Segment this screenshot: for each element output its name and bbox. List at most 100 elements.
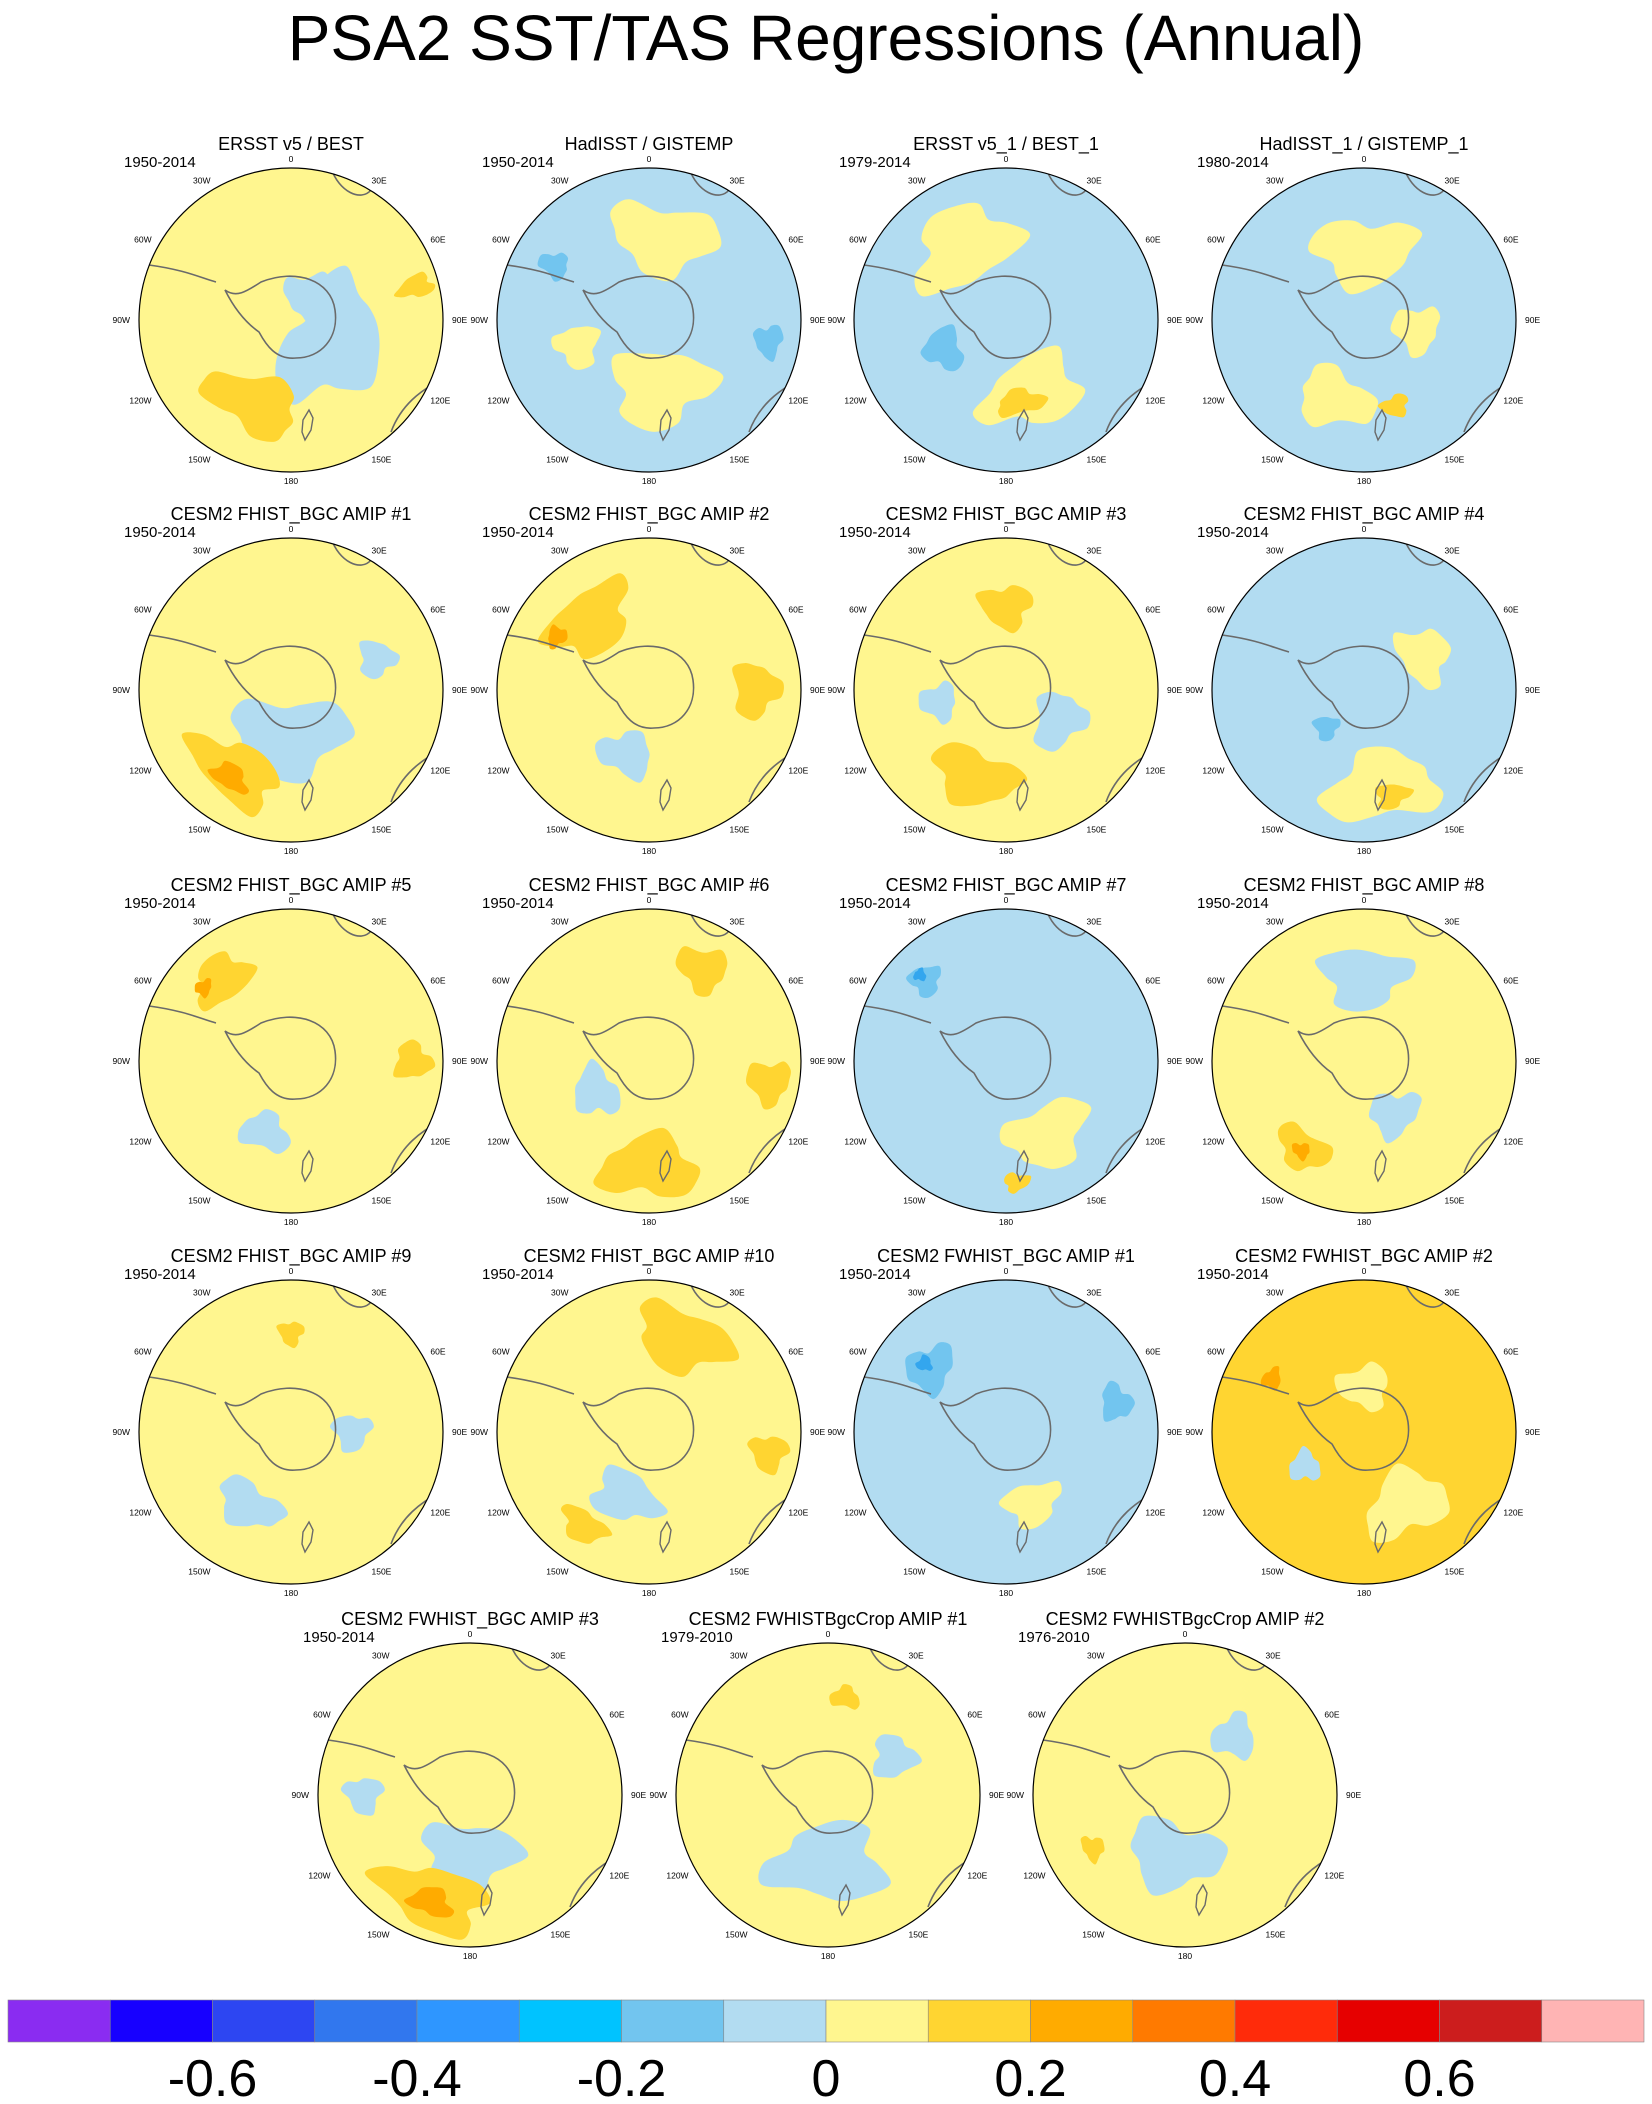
map-boundary <box>853 1279 1159 1585</box>
south-america-coastline <box>148 634 217 653</box>
map-panel: HadISST / GISTEMP 1950-2014 0 30E 60E 90E 120E… <box>471 134 826 486</box>
regression-patch <box>745 1061 791 1110</box>
longitude-label: 120E <box>788 396 808 406</box>
longitude-label: 60W <box>849 976 866 986</box>
antarctica-coastline <box>1297 645 1410 729</box>
regression-patch <box>393 1039 436 1078</box>
longitude-label: 180 <box>463 1951 477 1961</box>
longitude-label: 90E <box>810 685 825 695</box>
panel-title: HadISST / GISTEMP <box>565 134 734 154</box>
panel-period: 1950-2014 <box>124 524 196 541</box>
regression-field <box>318 1643 622 1947</box>
longitude-label: 30W <box>1266 917 1283 927</box>
new-zealand-coastline <box>1195 1883 1208 1917</box>
longitude-label: 60W <box>134 976 151 986</box>
new-zealand-coastline <box>301 778 314 812</box>
new-zealand-coastline <box>1016 778 1029 812</box>
regression-field <box>497 909 801 1213</box>
regression-patch <box>276 1321 305 1349</box>
panel-period: 1950-2014 <box>124 1266 196 1283</box>
longitude-label: 90E <box>810 1056 825 1066</box>
longitude-label: 120E <box>788 766 808 776</box>
longitude-label: 90E <box>452 315 467 325</box>
regression-patch <box>1033 691 1091 752</box>
longitude-label: 150W <box>1261 454 1283 464</box>
panel-period: 1950-2014 <box>124 895 196 912</box>
panel-title: CESM2 FHIST_BGC AMIP #4 <box>1244 504 1485 525</box>
new-zealand-coastline <box>659 1149 672 1183</box>
regression-patch <box>237 1109 291 1154</box>
regression-patch <box>1311 716 1341 742</box>
longitude-label: 120E <box>788 1508 808 1518</box>
longitude-label: 90E <box>810 315 825 325</box>
longitude-label: 150E <box>1087 454 1107 464</box>
longitude-label: 30W <box>193 176 210 186</box>
longitude-label: 150W <box>1261 1566 1283 1576</box>
regression-patch <box>1390 306 1441 359</box>
regression-patch <box>998 1480 1062 1530</box>
longitude-label: 150W <box>1261 1195 1283 1205</box>
panel-title: CESM2 FHIST_BGC AMIP #6 <box>529 875 770 896</box>
longitude-label: 180 <box>642 1588 656 1598</box>
longitude-label: 180 <box>642 476 656 486</box>
longitude-label: 150E <box>730 824 750 834</box>
regression-patch <box>275 265 380 405</box>
longitude-label: 120E <box>1145 1508 1165 1518</box>
longitude-label: 150W <box>1082 1929 1104 1939</box>
longitude-label: 30E <box>1445 917 1460 927</box>
colorbar-label: -0.4 <box>372 2050 462 2104</box>
longitude-label: 90W <box>1186 1056 1203 1066</box>
longitude-label: 0 <box>1362 154 1367 164</box>
colorbar-bin <box>1132 1999 1236 2043</box>
colorbar-bin <box>723 1999 827 2043</box>
regression-field <box>1212 168 1516 472</box>
longitude-label: 120W <box>487 1137 509 1147</box>
longitude-label: 150W <box>188 1195 210 1205</box>
antarctica-coastline <box>939 1387 1052 1471</box>
longitude-label: 60E <box>430 976 445 986</box>
regression-field <box>1212 1280 1516 1584</box>
regression-patch <box>194 977 212 999</box>
longitude-label: 90E <box>1525 1427 1540 1437</box>
longitude-label: 120E <box>788 1137 808 1147</box>
longitude-label: 120E <box>430 1508 450 1518</box>
regression-field <box>854 1280 1158 1584</box>
regression-field <box>1212 538 1516 842</box>
panel-title: CESM2 FHIST_BGC AMIP #3 <box>886 504 1127 525</box>
longitude-label: 0 <box>826 1629 831 1639</box>
longitude-label: 150W <box>725 1929 747 1939</box>
longitude-label: 60E <box>967 1710 982 1720</box>
longitude-label: 150W <box>903 1566 925 1576</box>
map-boundary <box>138 908 444 1214</box>
antarctica-coastline <box>939 1016 1052 1100</box>
longitude-label: 150E <box>909 1929 929 1939</box>
regression-patch <box>595 730 650 783</box>
longitude-label: 0 <box>647 524 652 534</box>
longitude-label: 0 <box>289 1266 294 1276</box>
south-america-coastline <box>685 1739 754 1758</box>
longitude-label: 180 <box>284 1588 298 1598</box>
antarctica-coastline <box>761 1750 874 1834</box>
colorbar-bin <box>825 1999 929 2043</box>
new-zealand-coastline <box>301 1149 314 1183</box>
regression-patch <box>393 271 436 298</box>
longitude-label: 60E <box>1145 605 1160 615</box>
longitude-label: 60E <box>788 1347 803 1357</box>
regression-patch <box>930 742 1028 807</box>
panel-period: 1950-2014 <box>1197 895 1269 912</box>
longitude-label: 120W <box>129 1508 151 1518</box>
map-boundary <box>496 908 802 1214</box>
panel-title: CESM2 FWHISTBgcCrop AMIP #2 <box>1046 1609 1325 1629</box>
map-boundary <box>853 537 1159 843</box>
longitude-label: 60W <box>492 1347 509 1357</box>
antarctica-coastline <box>939 275 1052 359</box>
longitude-label: 60W <box>1207 605 1224 615</box>
map-boundary <box>1211 537 1517 843</box>
south-america-coastline <box>1221 1376 1290 1395</box>
longitude-label: 90W <box>471 1056 488 1066</box>
longitude-label: 60W <box>134 1347 151 1357</box>
longitude-label: 90W <box>292 1790 309 1800</box>
